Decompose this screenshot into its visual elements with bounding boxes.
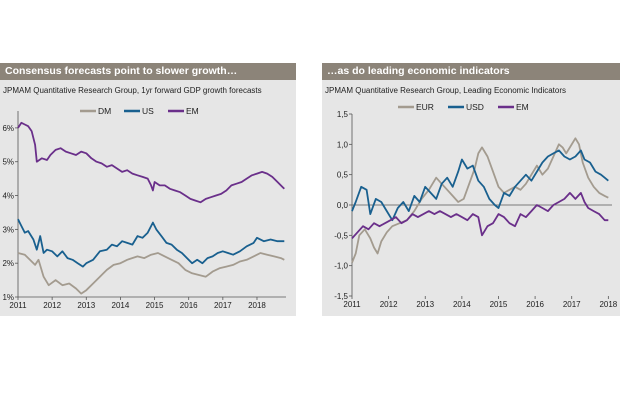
x-tick-label: 2015 — [490, 300, 508, 309]
y-tick-label: -0,5 — [334, 231, 348, 240]
series-line-dm — [17, 252, 285, 295]
x-tick-label: 2012 — [43, 301, 61, 310]
gdp-forecast-panel-subtitle: JPMAM Quantitative Research Group, 1yr f… — [3, 86, 262, 95]
x-tick-label: 2011 — [9, 301, 27, 310]
y-tick-label: -1,5 — [334, 292, 348, 301]
series-line-us — [17, 218, 285, 268]
x-tick-label: 2016 — [180, 301, 198, 310]
legend-label-em: EM — [516, 102, 529, 112]
x-tick-label: 2013 — [77, 301, 95, 310]
legend-label-dm: DM — [98, 106, 111, 116]
x-tick-label: 2016 — [526, 300, 544, 309]
y-tick-label: 0,0 — [337, 201, 349, 210]
y-tick-label: 1,5 — [337, 110, 349, 119]
x-tick-label: 2015 — [146, 301, 164, 310]
leading-indicators-panel: …as do leading economic indicators JPMAM… — [322, 63, 620, 316]
x-tick-label: 2012 — [380, 300, 398, 309]
x-tick-label: 2014 — [112, 301, 130, 310]
x-tick-label: 2018 — [599, 300, 617, 309]
x-tick-label: 2017 — [563, 300, 581, 309]
x-tick-label: 2013 — [416, 300, 434, 309]
y-tick-label: 1% — [2, 293, 14, 302]
gdp-forecast-chart: 1% 2% 3% 4% 5% 6% 2011 2012 2013 2014 2015 2016 2017… — [2, 106, 286, 310]
x-tick-label: 2014 — [453, 300, 471, 309]
y-tick-label: 2% — [2, 259, 14, 268]
legend-label-usd: USD — [466, 102, 484, 112]
series-line-usd — [351, 149, 609, 222]
leading-indicators-panel-subtitle: JPMAM Quantitative Research Group, Leadi… — [325, 86, 567, 95]
legend-label-eur: EUR — [416, 102, 434, 112]
y-tick-label: 1,0 — [337, 140, 349, 149]
y-tick-label: 0,5 — [337, 171, 349, 180]
series-line-em — [351, 192, 609, 240]
y-tick-label: 3% — [2, 225, 14, 234]
series-line-eur — [351, 137, 609, 263]
x-tick-label: 2017 — [214, 301, 232, 310]
y-tick-label: 5% — [2, 158, 14, 167]
gdp-forecast-panel-title: Consensus forecasts point to slower grow… — [0, 63, 296, 80]
x-tick-label: 2018 — [248, 301, 266, 310]
series-line-em — [17, 121, 285, 204]
gdp-forecast-panel: Consensus forecasts point to slower grow… — [0, 63, 296, 316]
leading-indicators-panel-title: …as do leading economic indicators — [322, 63, 620, 80]
y-tick-label: 4% — [2, 192, 14, 201]
x-tick-label: 2011 — [343, 300, 361, 309]
legend-label-em: EM — [186, 106, 199, 116]
y-tick-label: 6% — [2, 124, 14, 133]
legend-label-us: US — [142, 106, 154, 116]
y-tick-label: -1,0 — [334, 262, 348, 271]
